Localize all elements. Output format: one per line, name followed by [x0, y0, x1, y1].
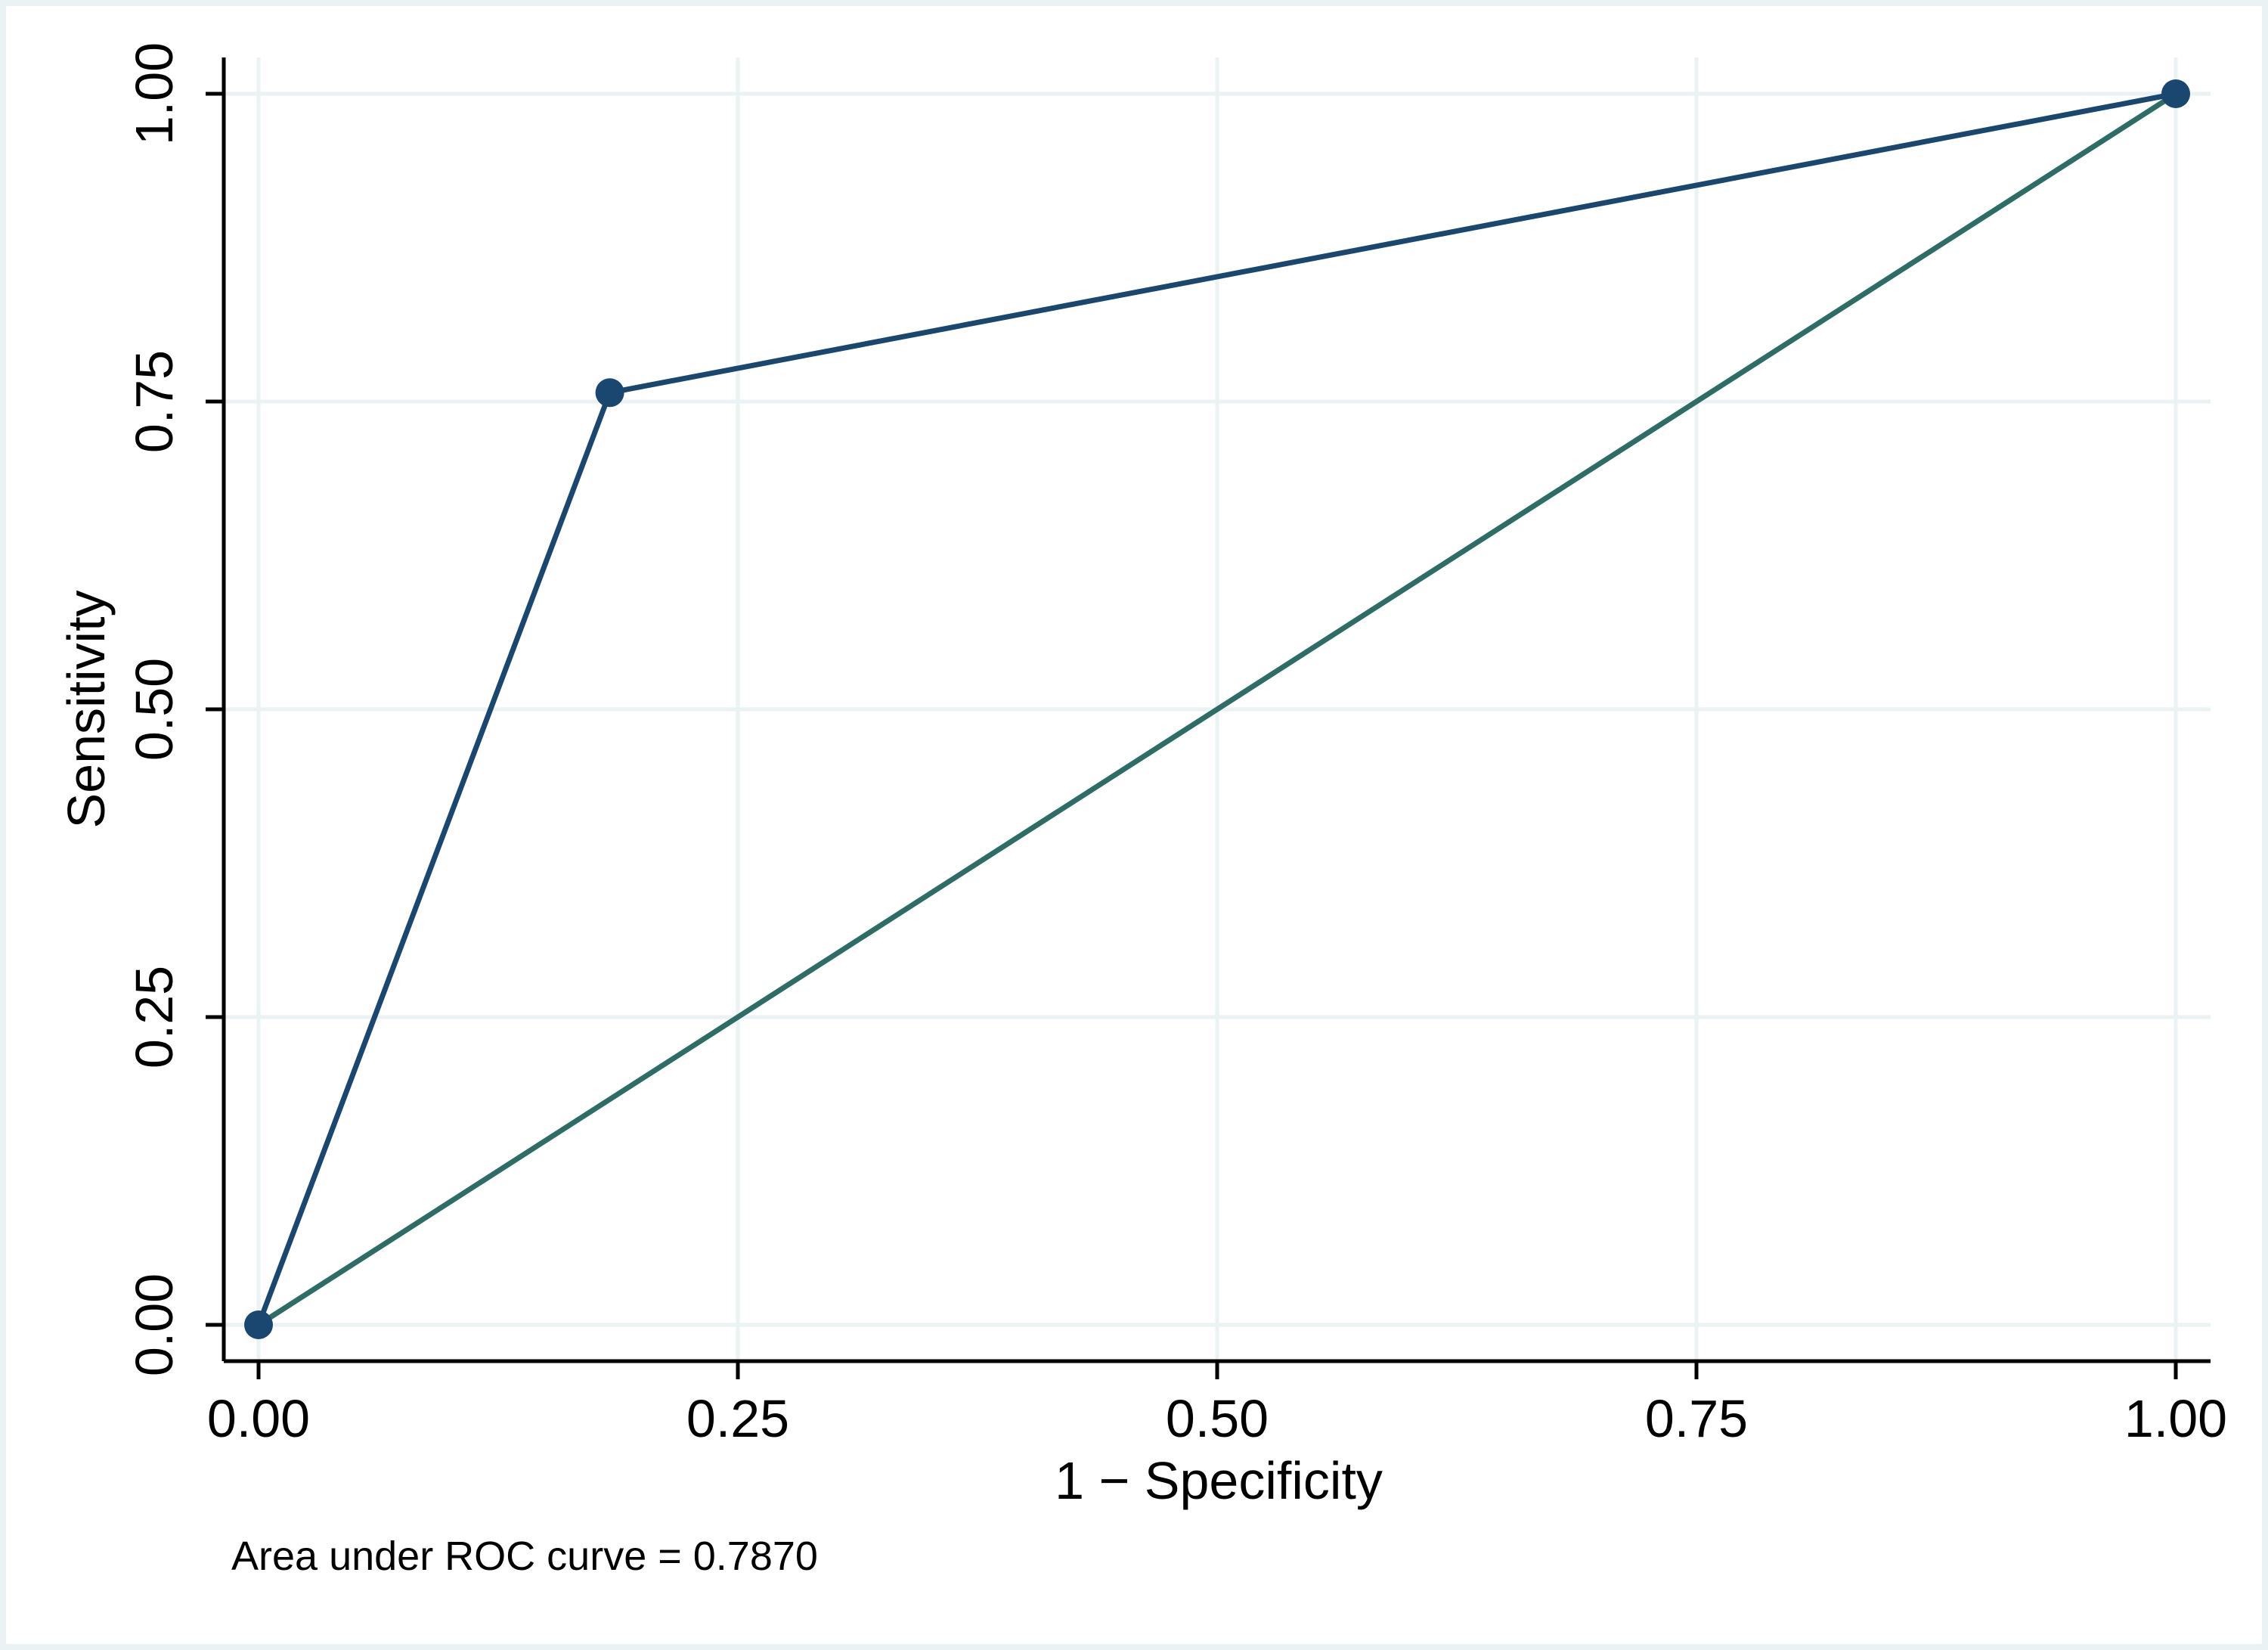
x-tick-label: 0.25 — [686, 1389, 789, 1448]
y-tick-label: 0.75 — [125, 350, 184, 453]
y-tick-label: 0.50 — [125, 658, 184, 761]
x-tick-label: 0.75 — [1645, 1389, 1748, 1448]
reference-line — [257, 91, 2177, 1327]
tick-labels: 0.00 0.25 0.50 0.75 1.00 0.00 0.25 0.50 0.75 1.00 — [125, 42, 2227, 1448]
y-tick-label: 0.25 — [125, 966, 184, 1068]
x-tick-label: 0.00 — [207, 1389, 310, 1448]
x-axis-title: 1 − Specificity — [1055, 1451, 1383, 1510]
y-tick-label: 1.00 — [125, 42, 184, 145]
axes — [206, 57, 2211, 1379]
plot-region — [6, 6, 2262, 1644]
y-tick-label: 0.00 — [125, 1273, 184, 1376]
x-tick-label: 0.50 — [1166, 1389, 1269, 1448]
roc-point-marker — [2161, 79, 2190, 108]
y-axis-title: Sensitivity — [57, 590, 116, 828]
roc-point-marker — [244, 1310, 273, 1339]
roc-point-marker — [595, 378, 624, 408]
series-layer — [244, 79, 2190, 1339]
auc-note: Area under ROC curve = 0.7870 — [231, 1534, 818, 1579]
x-tick-label: 1.00 — [2124, 1389, 2227, 1448]
